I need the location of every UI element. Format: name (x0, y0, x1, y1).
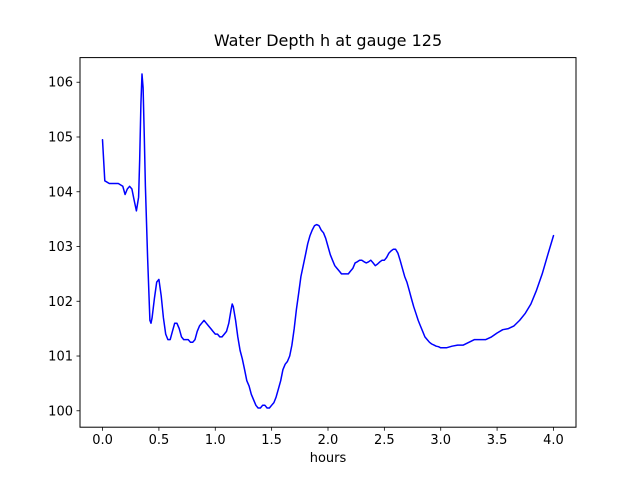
y-tick-label: 106 (48, 76, 73, 91)
x-tick-label: 1.5 (261, 433, 282, 448)
x-tick-label: 2.5 (374, 433, 395, 448)
data-line (101, 73, 555, 409)
x-tick-label: 0.5 (149, 433, 170, 448)
y-tick-label: 101 (48, 350, 73, 365)
plot-area: 0.0 0.5 1.0 1.5 2.0 2.5 3.0 3.5 4.0 100 101 102 103 1… (48, 57, 577, 448)
y-tick-label: 104 (48, 185, 73, 200)
x-tick-label: 4.0 (543, 433, 564, 448)
y-tick-label: 102 (48, 295, 73, 310)
x-tick-label: 1.0 (205, 433, 226, 448)
x-tick-label: 3.0 (430, 433, 451, 448)
x-axis-label: hours (310, 451, 347, 466)
x-tick-label: 3.5 (487, 433, 508, 448)
y-tick-label: 100 (48, 404, 73, 419)
y-tick-label: 105 (48, 130, 73, 145)
x-tick-label: 0.0 (92, 433, 113, 448)
chart-title: Water Depth h at gauge 125 (214, 31, 442, 50)
y-tick-label: 103 (48, 240, 73, 255)
x-tick-label: 2.0 (318, 433, 339, 448)
plot-frame (79, 57, 577, 428)
